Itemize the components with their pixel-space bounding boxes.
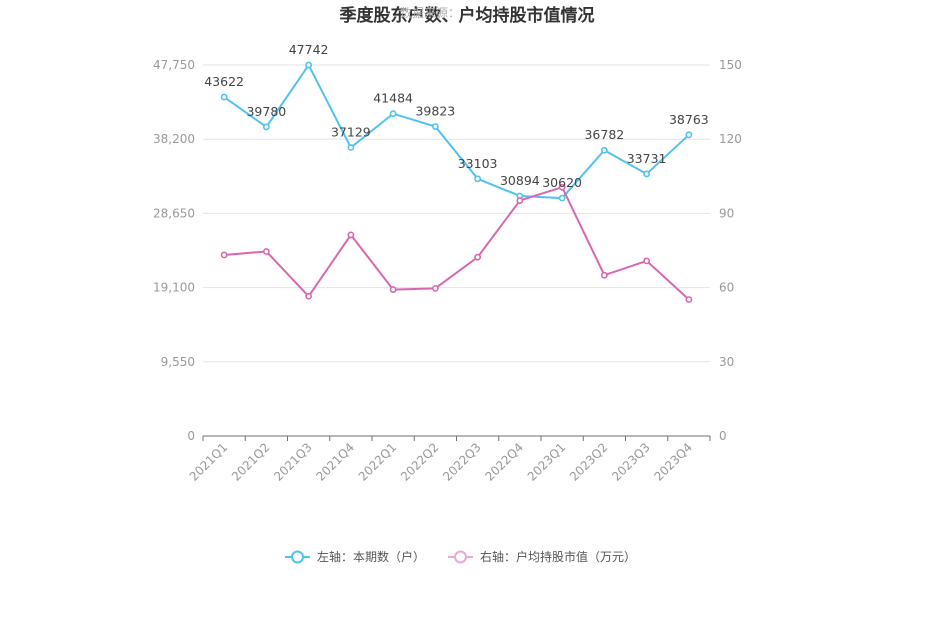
data-label: 33731	[627, 151, 667, 166]
series-2-point	[685, 296, 693, 303]
legend-item-1[interactable]: 左轴：本期数（户）	[285, 549, 425, 564]
data-label: 30894	[500, 173, 540, 188]
data-label: 39780	[246, 104, 286, 119]
grid-lines	[203, 64, 710, 363]
data-label: 38763	[669, 112, 709, 127]
x-axis-tick-label: 2022Q3	[440, 440, 484, 484]
series-1-point	[685, 131, 693, 139]
source-watermark: 数据来源：	[400, 5, 460, 20]
series-line-1	[223, 64, 690, 200]
legend-item-2[interactable]: 右轴：户均持股市值（万元）	[448, 549, 636, 564]
series-1-point	[474, 175, 482, 183]
series-1-point	[600, 146, 608, 154]
x-axis-tick-label: 2022Q1	[356, 440, 400, 484]
series-2-point	[558, 183, 566, 191]
right-axis-tick-label: 60	[719, 281, 734, 295]
x-axis-tick-label: 2023Q3	[609, 440, 653, 484]
series-2-point	[600, 271, 608, 279]
right-axis-tick-label: 30	[719, 355, 734, 369]
series-1-point	[347, 144, 355, 151]
left-axis-tick-label: 19,100	[153, 281, 195, 295]
series-2-point	[347, 231, 355, 239]
series-2-point	[220, 251, 228, 259]
left-axis-tick-label: 38,200	[153, 132, 195, 146]
series-2-point	[516, 197, 524, 204]
axes: 0 0 9,550 30 19,100 60 28,650 90 38,200 120 47,750…	[153, 58, 742, 484]
x-axis-tick-label: 2021Q4	[313, 440, 357, 484]
x-axis-tick-label: 2023Q1	[525, 440, 569, 484]
data-label: 43622	[204, 74, 244, 89]
x-axis-tick-label: 2022Q2	[398, 440, 442, 484]
right-axis-tick-label: 90	[719, 206, 734, 220]
series-line-2	[224, 186, 690, 301]
series-2-point	[431, 284, 439, 292]
legend-marker-icon	[454, 550, 467, 564]
legend[interactable]: 左轴：本期数（户） 右轴：户均持股市值（万元）	[285, 549, 636, 564]
series-1-point	[262, 123, 270, 131]
series-1-point	[431, 123, 439, 130]
right-axis-tick-label: 120	[719, 132, 742, 146]
series-1-point	[220, 93, 228, 101]
series-2-point	[474, 253, 482, 261]
series-lines	[220, 61, 693, 303]
series-2-point	[643, 257, 651, 265]
data-label: 47742	[289, 42, 329, 57]
data-label: 30620	[542, 175, 582, 190]
data-label: 36782	[584, 127, 624, 142]
data-label: 41484	[373, 91, 413, 106]
series-1-point	[643, 170, 651, 178]
series-2-point	[305, 292, 313, 300]
data-label: 33103	[458, 156, 498, 171]
series-1-point	[389, 110, 397, 118]
legend-label: 右轴：户均持股市值（万元）	[480, 549, 636, 564]
chart-title: 季度股东户数、户均持股市值情况	[340, 5, 595, 26]
left-axis-tick-label: 9,550	[161, 355, 195, 369]
left-axis-tick-label: 28,650	[153, 206, 195, 220]
left-axis-tick-label: 47,750	[153, 58, 195, 72]
x-axis-tick-label: 2023Q4	[651, 440, 695, 484]
x-axis-tick-label: 2023Q2	[567, 440, 611, 484]
series-1-point	[305, 61, 313, 69]
right-axis-tick-label: 0	[719, 429, 727, 443]
series-2-point	[389, 286, 397, 293]
data-label: 37129	[331, 125, 371, 140]
right-axis-tick-label: 150	[719, 58, 742, 72]
x-axis-tick-label: 2021Q3	[271, 440, 315, 484]
series-2-point	[262, 248, 270, 255]
x-axis-tick-label: 2021Q1	[187, 440, 231, 484]
x-axis-tick-label: 2021Q2	[229, 440, 273, 484]
data-label: 39823	[415, 104, 455, 119]
legend-label: 左轴：本期数（户）	[317, 549, 425, 564]
left-axis-tick-label: 0	[187, 429, 195, 443]
legend-marker-icon	[291, 550, 304, 564]
series-1-point	[558, 194, 566, 202]
x-axis-tick-label: 2022Q4	[482, 440, 526, 484]
